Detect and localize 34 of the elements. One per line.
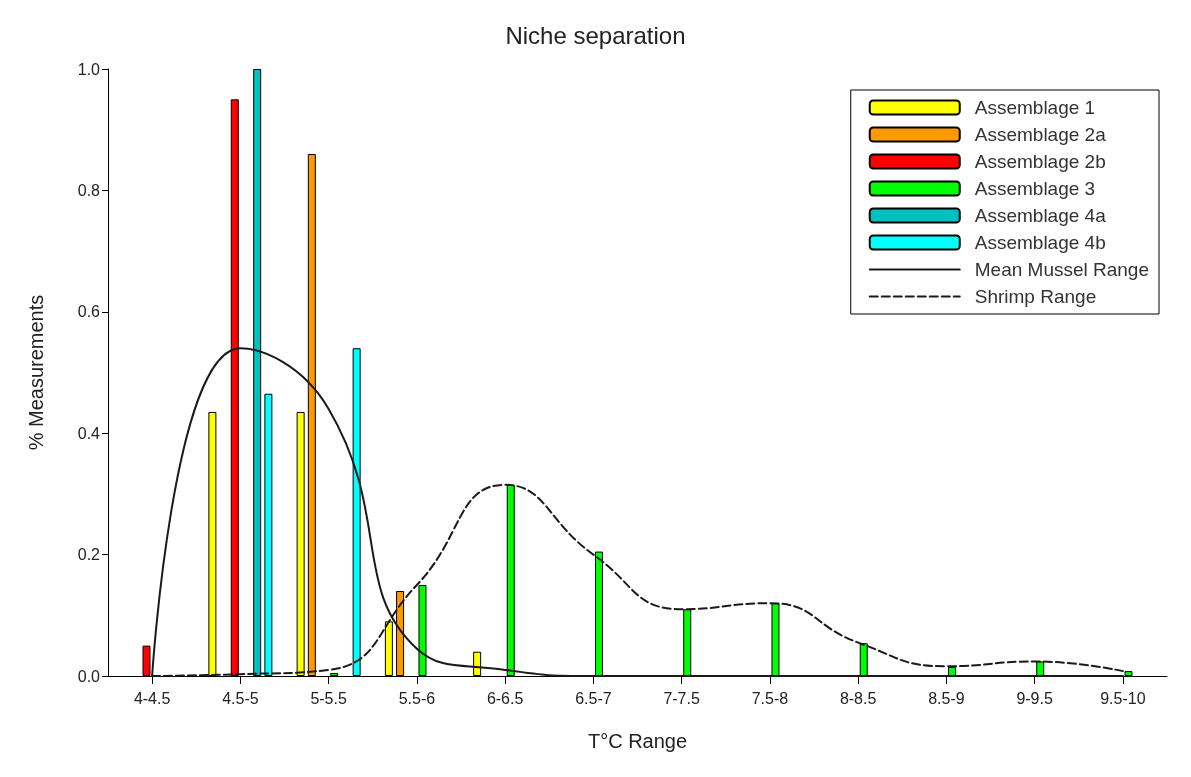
x-tick-label: 8-8.5 <box>839 689 877 707</box>
bar <box>594 551 603 676</box>
bar <box>683 609 692 676</box>
x-axis-title: T°C Range <box>587 730 688 752</box>
legend-label: Assemblage 4b <box>974 232 1106 253</box>
bar <box>771 603 780 676</box>
y-tick-label: 0.2 <box>77 546 101 564</box>
x-tick-label: 7-7.5 <box>663 689 700 707</box>
y-axis-title: % Measurements <box>25 294 47 451</box>
y-tick-label: 1.0 <box>77 60 101 78</box>
legend-label: Assemblage 2b <box>974 151 1106 172</box>
x-tick-label: 5.5-6 <box>398 689 436 707</box>
x-tick-label: 6-6.5 <box>486 689 524 707</box>
x-tick-label: 4.5-5 <box>222 689 259 707</box>
x-tick-label: 8.5-9 <box>928 689 965 707</box>
bar <box>859 643 868 676</box>
legend-label: Assemblage 3 <box>974 178 1096 199</box>
legend-label: Assemblage 1 <box>974 97 1096 118</box>
chart-title: Niche separation <box>505 21 686 49</box>
legend-label: Mean Mussel Range <box>974 259 1150 280</box>
x-tick-label: 7.5-8 <box>751 689 789 707</box>
x-tick-label: 9.5-10 <box>1100 689 1146 707</box>
legend-label: Assemblage 2a <box>974 124 1107 145</box>
x-tick-label: 5-5.5 <box>310 689 347 707</box>
y-tick-label: 0.6 <box>77 303 101 321</box>
legend-label: Assemblage 4a <box>974 205 1107 226</box>
y-tick-label: 0.0 <box>77 667 101 685</box>
bar <box>1036 661 1045 676</box>
x-tick-label: 6.5-7 <box>575 689 612 707</box>
x-tick-label: 9-9.5 <box>1016 689 1053 707</box>
x-tick-label: 4-4.5 <box>133 689 171 707</box>
y-tick-label: 0.8 <box>77 181 101 199</box>
y-tick-label: 0.4 <box>77 424 101 442</box>
legend-label: Shrimp Range <box>974 286 1097 307</box>
